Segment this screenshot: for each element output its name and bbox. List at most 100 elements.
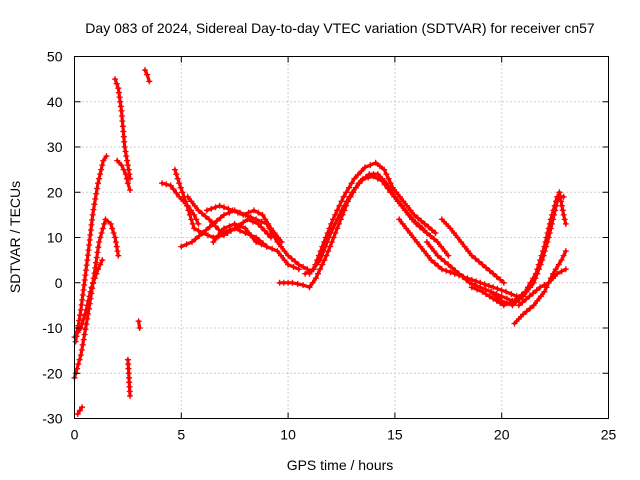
data-point <box>332 220 339 227</box>
y-axis-label: SDTVAR / TECUs <box>7 181 23 293</box>
data-point <box>490 284 497 291</box>
series-track-9 <box>74 404 85 417</box>
data-point <box>240 211 247 218</box>
data-point <box>530 290 536 297</box>
data-point <box>285 252 292 259</box>
data-point <box>495 294 502 301</box>
data-point <box>93 270 100 277</box>
data-point <box>466 279 473 286</box>
data-point <box>558 202 565 209</box>
data-point <box>370 173 377 180</box>
data-point <box>112 234 119 241</box>
data-point <box>481 281 488 288</box>
data-point <box>95 244 102 251</box>
data-point <box>231 220 238 227</box>
data-point <box>221 225 227 232</box>
data-point <box>264 231 271 238</box>
data-point <box>83 267 89 274</box>
data-point <box>356 180 363 187</box>
data-point <box>554 270 561 277</box>
data-point <box>115 89 122 96</box>
data-point <box>352 184 359 191</box>
data-point <box>560 252 567 259</box>
data-point <box>242 225 249 232</box>
data-point <box>443 267 450 274</box>
data-point <box>543 243 550 250</box>
data-point <box>118 107 125 114</box>
data-point <box>346 193 353 200</box>
data-point <box>179 189 186 196</box>
data-point <box>82 326 89 333</box>
data-point <box>208 205 215 212</box>
data-point <box>112 239 119 245</box>
data-point <box>278 243 284 250</box>
data-point <box>216 202 223 209</box>
data-point <box>121 144 128 150</box>
data-point <box>278 239 285 245</box>
data-point <box>136 325 143 331</box>
data-point <box>191 202 198 209</box>
data-point <box>184 202 190 209</box>
data-point <box>483 264 489 271</box>
data-point <box>90 206 97 213</box>
data-point <box>338 198 345 205</box>
data-point <box>512 299 519 306</box>
data-point <box>468 276 475 283</box>
data-point <box>434 239 441 245</box>
data-point <box>292 258 299 265</box>
data-point <box>120 128 127 135</box>
data-point <box>135 318 142 325</box>
data-point <box>97 234 104 241</box>
data-point <box>99 162 106 169</box>
data-point <box>245 230 252 236</box>
data-point <box>112 76 119 83</box>
data-point <box>504 300 510 307</box>
data-point <box>212 204 219 211</box>
data-point <box>163 181 170 188</box>
data-point <box>389 184 396 191</box>
data-point <box>318 252 325 259</box>
data-point <box>278 252 284 259</box>
data-point <box>488 288 494 295</box>
data-point <box>195 220 202 227</box>
data-point <box>560 211 567 218</box>
data-point <box>472 255 479 262</box>
data-point <box>215 226 222 233</box>
data-point <box>192 236 199 242</box>
data-point <box>493 273 500 280</box>
data-point <box>463 276 470 283</box>
data-point <box>497 276 504 283</box>
data-point <box>99 257 106 264</box>
data-point <box>85 297 92 304</box>
data-point <box>515 302 522 309</box>
data-point <box>431 260 438 267</box>
x-tick-label: 25 <box>601 427 617 443</box>
data-point <box>486 293 493 300</box>
data-point <box>123 175 130 182</box>
data-point <box>410 234 417 241</box>
data-point <box>253 239 260 245</box>
data-point <box>341 202 348 209</box>
data-point <box>223 228 230 235</box>
data-point <box>544 239 551 245</box>
data-point <box>103 153 110 160</box>
data-point <box>306 284 313 291</box>
data-point <box>447 269 454 276</box>
data-point <box>445 261 452 268</box>
series-track-13 <box>184 193 274 241</box>
data-point <box>127 187 133 193</box>
data-point <box>294 280 301 287</box>
data-point <box>127 392 133 399</box>
data-point <box>79 404 85 411</box>
data-point <box>552 266 559 273</box>
data-point <box>351 175 358 182</box>
data-point <box>414 214 421 221</box>
data-point <box>122 148 129 155</box>
data-point <box>530 302 537 309</box>
data-point <box>195 227 202 234</box>
data-point <box>113 80 120 87</box>
data-point <box>245 209 252 216</box>
data-point <box>454 234 461 241</box>
data-point <box>142 67 148 74</box>
data-point <box>250 207 257 214</box>
